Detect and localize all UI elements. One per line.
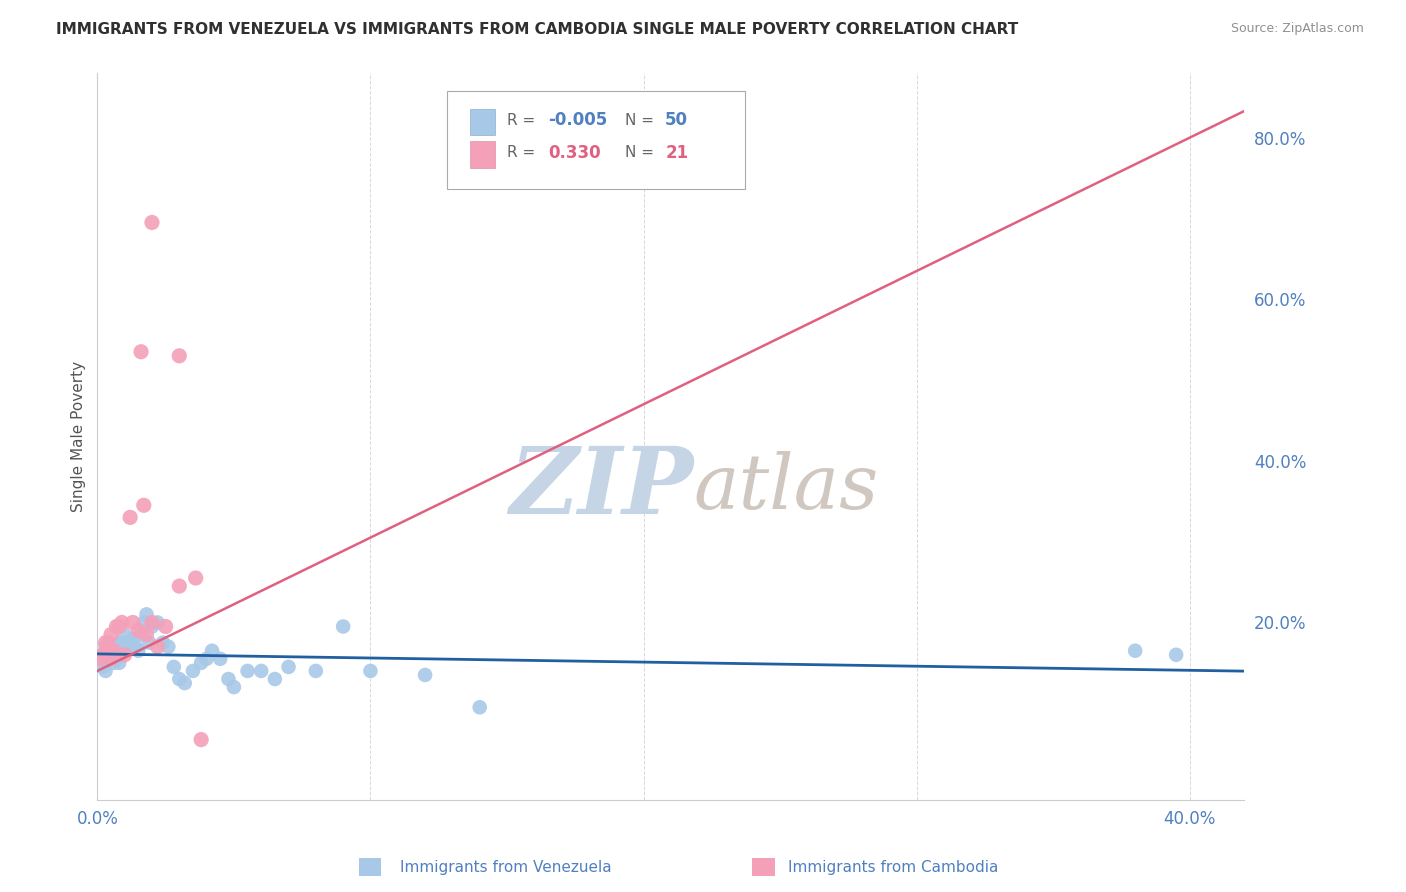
Point [190,656,212,670]
Point [468,700,491,714]
Text: Immigrants from Venezuela: Immigrants from Venezuela [401,860,612,874]
Point [135,607,157,622]
Point [120,635,142,649]
Point [103,644,125,658]
Text: Immigrants from Cambodia: Immigrants from Cambodia [787,860,998,874]
Point [114,648,136,662]
Text: R =: R = [506,145,540,161]
Point [132,615,155,630]
Point [163,660,186,674]
Point [222,680,245,694]
Point [103,656,125,670]
Point [146,640,169,654]
Point [201,644,224,658]
Text: N =: N = [626,112,659,128]
Point [97,640,120,654]
Point [117,644,139,658]
Point [146,615,169,630]
Point [184,571,207,585]
Point [127,644,149,658]
Text: 21: 21 [665,144,689,162]
Point [89,652,111,666]
Point [97,652,120,666]
Point [105,652,128,666]
Point [114,627,136,641]
Point [129,627,152,641]
Point [94,635,117,649]
Point [217,672,239,686]
Point [132,498,155,512]
Text: IMMIGRANTS FROM VENEZUELA VS IMMIGRANTS FROM CAMBODIA SINGLE MALE POVERTY CORREL: IMMIGRANTS FROM VENEZUELA VS IMMIGRANTS … [56,22,1018,37]
Point [359,664,381,678]
Point [195,652,218,666]
Point [169,579,191,593]
Point [1123,644,1146,658]
Bar [470,109,495,135]
Point [332,619,354,633]
Text: Source: ZipAtlas.com: Source: ZipAtlas.com [1230,22,1364,36]
Text: R =: R = [506,112,540,128]
Point [111,635,134,649]
Point [141,215,163,229]
Point [209,652,232,666]
FancyBboxPatch shape [447,91,745,189]
Text: 0.330: 0.330 [548,144,600,162]
Point [129,344,152,359]
Point [157,640,180,654]
Point [169,672,191,686]
Text: atlas: atlas [693,450,879,524]
Point [94,640,117,654]
Point [94,664,117,678]
Y-axis label: Single Male Poverty: Single Male Poverty [72,361,86,512]
Point [121,615,143,630]
Point [141,619,163,633]
Bar [470,141,495,168]
Point [264,672,287,686]
Point [138,635,160,649]
Point [100,652,122,666]
Point [277,660,299,674]
Point [97,635,120,649]
Point [91,648,114,662]
Point [108,656,131,670]
Point [135,627,157,641]
Point [111,615,134,630]
Text: -0.005: -0.005 [548,112,607,129]
Point [91,648,114,662]
Point [127,624,149,638]
Point [103,644,125,658]
Point [108,635,131,649]
Point [120,510,142,524]
Point [190,732,212,747]
Point [236,664,259,678]
Point [105,619,128,633]
Point [100,627,122,641]
Point [121,632,143,646]
Point [305,664,328,678]
Point [181,664,204,678]
Point [413,668,436,682]
Point [100,644,122,658]
Text: ZIP: ZIP [509,442,693,533]
Point [250,664,273,678]
Point [124,640,146,654]
Point [108,619,131,633]
Point [91,660,114,674]
Point [141,615,163,630]
Text: N =: N = [626,145,659,161]
Point [89,652,111,666]
Point [100,652,122,666]
Point [169,349,191,363]
Point [152,635,174,649]
Point [1166,648,1188,662]
Point [155,619,177,633]
Text: 50: 50 [665,112,688,129]
Point [173,676,195,690]
